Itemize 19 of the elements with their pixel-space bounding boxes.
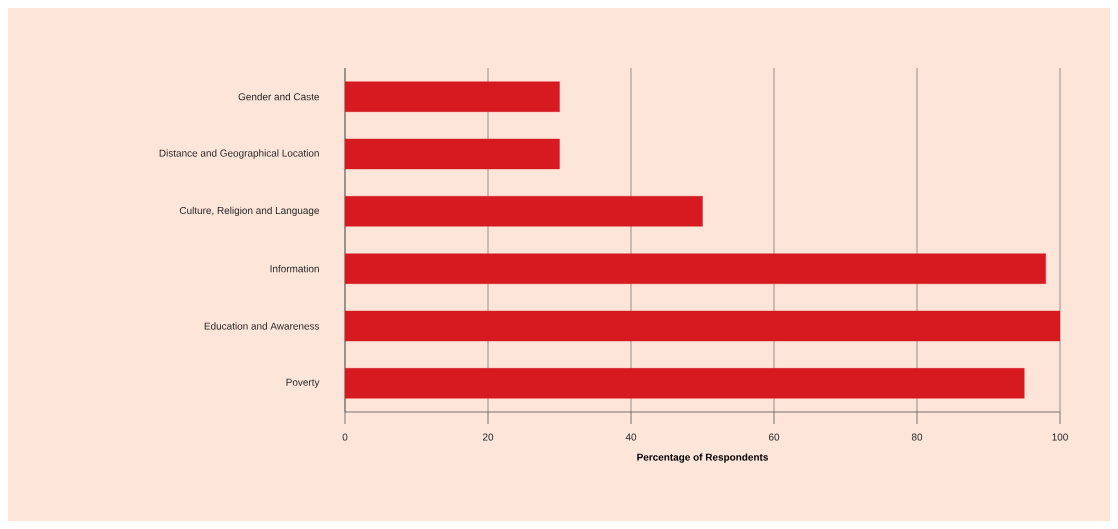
y-tick-label: Information	[270, 265, 319, 273]
y-tick-label: Gender and Caste	[238, 93, 320, 101]
x-tick-label: 60	[768, 433, 780, 441]
bar	[345, 81, 560, 112]
x-axis-title: Percentage of Respondents	[637, 453, 768, 463]
y-tick-label: Poverty	[286, 378, 320, 388]
x-tick-label: 40	[625, 433, 637, 441]
bar	[345, 368, 1025, 399]
y-tick-label: Distance and Geographical Location	[159, 149, 319, 159]
bar	[345, 196, 703, 227]
y-tick-label: Culture, Religion and Language	[179, 206, 319, 216]
bar	[345, 138, 560, 170]
x-tick-label: 80	[911, 433, 923, 441]
x-tick-label: 0	[342, 433, 348, 441]
y-tick-label: Education and Awareness	[204, 322, 320, 330]
bar	[345, 310, 1061, 342]
bar	[345, 253, 1046, 284]
x-tick-label: 20	[482, 433, 494, 441]
x-tick-label: 100	[1052, 433, 1068, 441]
